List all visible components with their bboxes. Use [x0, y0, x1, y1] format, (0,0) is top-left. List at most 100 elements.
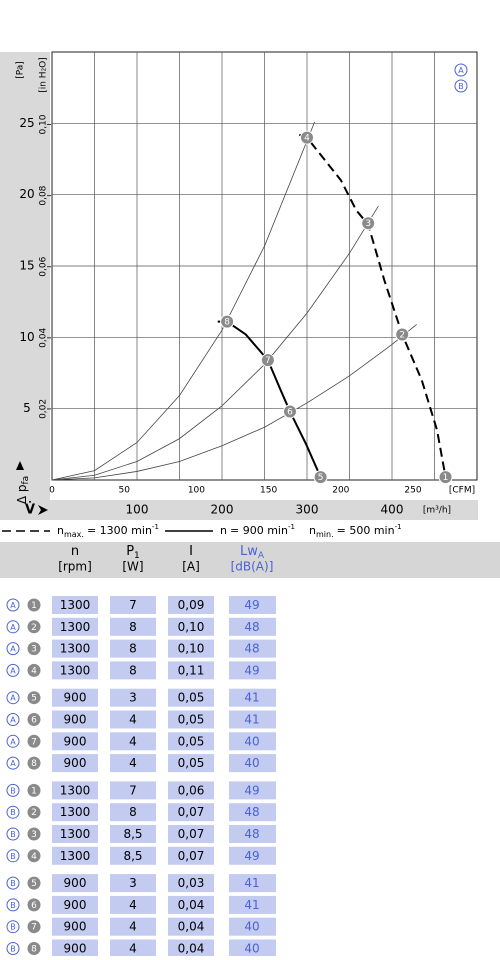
- cell-text: 8: [129, 805, 137, 819]
- cell: [52, 895, 98, 914]
- x-tick-label: 100: [126, 503, 149, 517]
- header-sub: A: [258, 551, 265, 561]
- point-label: 4: [304, 134, 310, 144]
- point-label: 4: [31, 666, 37, 676]
- cell: [229, 895, 276, 914]
- legend-n: n: [309, 524, 316, 537]
- cell-text: 48: [244, 620, 259, 634]
- x-unit: [m³/h]: [423, 506, 451, 516]
- cell-text: 0,11: [178, 663, 205, 677]
- x-axis-band: [0, 500, 478, 520]
- cell: [52, 803, 98, 822]
- point-marker: [27, 942, 41, 955]
- group-label: B: [10, 879, 16, 888]
- cell-text: 0,06: [178, 783, 205, 797]
- y-tick-label: 10: [19, 330, 34, 344]
- cell: [168, 617, 214, 636]
- cell: [229, 874, 276, 893]
- header-label: n: [71, 544, 79, 559]
- set-label: A: [458, 66, 464, 75]
- group-marker: [6, 942, 20, 955]
- cell: [168, 939, 214, 958]
- system-curve: [51, 121, 316, 481]
- y2-tick-label: 0,02: [39, 399, 49, 419]
- cell: [52, 846, 98, 865]
- group-marker: [6, 734, 20, 748]
- cell: [168, 803, 214, 822]
- cell-text: 900: [64, 920, 87, 934]
- cell: [110, 754, 156, 773]
- cell: [52, 825, 98, 843]
- point-marker: [27, 920, 41, 934]
- group-label: A: [10, 737, 16, 746]
- point-label: 5: [318, 473, 324, 483]
- cell-text: 40: [244, 920, 259, 934]
- cell-text: 900: [64, 713, 87, 727]
- cell: [168, 917, 214, 936]
- legend-entry: n = 900 min-1: [220, 523, 295, 537]
- y2-tick-label: 0,04: [39, 328, 49, 348]
- cell-text: 0,07: [178, 827, 205, 841]
- cell: [168, 639, 214, 658]
- point-label: 8: [224, 318, 230, 328]
- group-label: A: [10, 623, 16, 632]
- cell-text: 0,10: [178, 642, 205, 656]
- cell-text: 900: [64, 942, 87, 956]
- x-tick-label: 200: [211, 503, 234, 517]
- x2-tick-label: 150: [260, 486, 277, 496]
- cell-text: 1300: [60, 827, 91, 841]
- point-label: 8: [31, 945, 37, 955]
- point-marker: [27, 663, 41, 677]
- x2-tick-label: 250: [404, 486, 421, 496]
- point-marker: [27, 876, 41, 890]
- header-label: I: [189, 544, 193, 559]
- cell-text: 48: [244, 805, 259, 819]
- cell-text: 7: [129, 783, 137, 797]
- cell: [110, 710, 156, 729]
- cell-text: 4: [129, 713, 137, 727]
- y-tick-label: 15: [19, 259, 34, 273]
- y2-tick-label: 0,06: [39, 256, 49, 276]
- cell: [110, 803, 156, 822]
- cell: [52, 661, 98, 680]
- x2-tick-label: 0: [49, 486, 55, 496]
- cell-text: 49: [244, 849, 259, 863]
- cell: [110, 825, 156, 843]
- legend-sup: -1: [288, 523, 295, 531]
- cell: [168, 846, 214, 865]
- cell-text: 41: [244, 713, 259, 727]
- point-marker: [27, 849, 41, 863]
- cell: [52, 617, 98, 636]
- cell: [168, 781, 214, 800]
- set-marker: [454, 79, 468, 93]
- group-label: B: [10, 945, 16, 954]
- cell: [229, 917, 276, 936]
- cell: [110, 596, 156, 614]
- cell-text: 1300: [60, 598, 91, 612]
- cell-text: 900: [64, 756, 87, 770]
- y-axis-band: [0, 52, 50, 520]
- cell: [110, 846, 156, 865]
- group-label: B: [10, 786, 16, 795]
- group-label: A: [10, 694, 16, 703]
- cell: [168, 895, 214, 914]
- cell: [229, 688, 276, 707]
- cell-text: 900: [64, 898, 87, 912]
- cell: [110, 917, 156, 936]
- cell-text: 4: [129, 756, 137, 770]
- operating-point: [220, 314, 235, 329]
- cell: [229, 939, 276, 958]
- point-marker: [27, 756, 41, 770]
- cell-text: 1300: [60, 663, 91, 677]
- cell-text: 1300: [60, 642, 91, 656]
- curve: [299, 133, 447, 478]
- cell-text: 8: [129, 642, 137, 656]
- group-label: B: [10, 901, 16, 910]
- cell: [52, 596, 98, 614]
- point-marker: [27, 713, 41, 726]
- cell-text: 40: [244, 734, 259, 748]
- system-curve: [51, 205, 379, 481]
- cell: [168, 661, 214, 680]
- cell-text: 0,07: [178, 805, 205, 819]
- cell: [168, 754, 214, 773]
